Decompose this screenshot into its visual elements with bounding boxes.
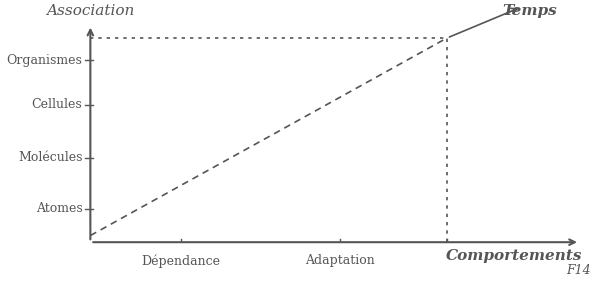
Text: Atomes: Atomes xyxy=(35,202,82,216)
Text: F14: F14 xyxy=(566,264,590,277)
Text: Cellules: Cellules xyxy=(32,98,82,111)
Text: Molécules: Molécules xyxy=(18,151,82,164)
Text: Organismes: Organismes xyxy=(7,54,82,67)
Text: Comportements: Comportements xyxy=(446,249,583,263)
Text: Dépendance: Dépendance xyxy=(142,254,220,268)
Text: Adaptation: Adaptation xyxy=(305,254,376,268)
Text: Association: Association xyxy=(46,4,134,18)
Text: Temps: Temps xyxy=(502,4,557,18)
